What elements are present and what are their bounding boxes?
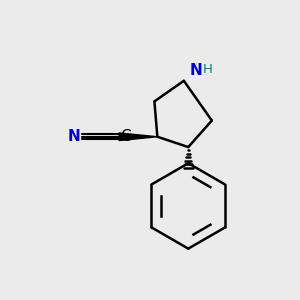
Polygon shape: [119, 133, 158, 141]
Text: N: N: [189, 63, 202, 78]
Text: H: H: [203, 62, 213, 76]
Text: C: C: [121, 129, 131, 144]
Text: N: N: [68, 129, 81, 144]
